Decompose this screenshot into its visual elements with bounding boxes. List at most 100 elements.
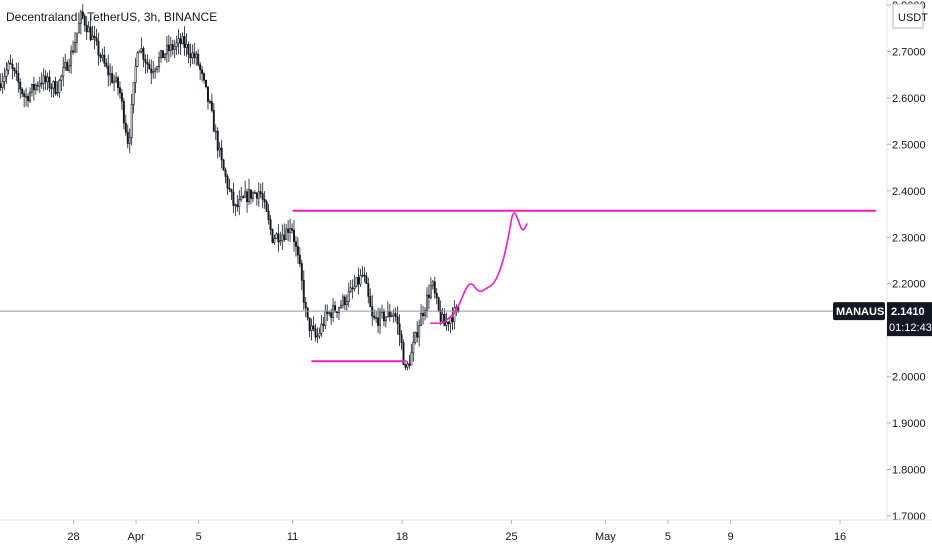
candle-body bbox=[216, 130, 219, 151]
candle-body bbox=[7, 62, 10, 71]
candle-body bbox=[66, 62, 69, 71]
candle-body bbox=[120, 92, 123, 102]
candle-body bbox=[72, 50, 75, 53]
candle-body bbox=[11, 63, 14, 69]
candle-body bbox=[265, 201, 268, 212]
candle-body bbox=[163, 53, 166, 59]
candle-body bbox=[289, 228, 292, 233]
candle-body bbox=[206, 86, 209, 102]
candle-body bbox=[154, 69, 157, 72]
time-axis[interactable]: 28 Apr 5 11 18 25 May 5 9 16 bbox=[0, 519, 932, 543]
price-axis[interactable]: 2.80002.70002.60002.50002.40002.30002.20… bbox=[886, 0, 926, 523]
candle-body bbox=[267, 210, 270, 220]
candle-body bbox=[224, 169, 227, 177]
candle-body bbox=[195, 53, 198, 59]
candle-body bbox=[9, 62, 12, 65]
candle-body bbox=[449, 317, 452, 325]
candle-body bbox=[279, 240, 282, 243]
candle-body bbox=[83, 15, 86, 26]
candle-body bbox=[255, 192, 258, 199]
candle-body bbox=[214, 130, 217, 133]
candle-body bbox=[97, 40, 100, 56]
candle-body bbox=[91, 35, 94, 41]
candle-body bbox=[287, 228, 290, 233]
candle-body bbox=[220, 147, 223, 161]
candle-body bbox=[169, 44, 172, 52]
candle-body bbox=[93, 35, 96, 38]
candle-body bbox=[193, 52, 196, 59]
drawings-layer[interactable] bbox=[292, 209, 877, 363]
candle-body bbox=[412, 342, 415, 354]
candle-body bbox=[251, 192, 254, 199]
bar-countdown-label: 01:12:43 bbox=[889, 322, 932, 334]
candle-body bbox=[0, 83, 2, 88]
candle-body bbox=[23, 93, 26, 97]
candle-body bbox=[269, 219, 272, 230]
time-tick-label: 9 bbox=[728, 531, 734, 543]
price-tick-label: 1.7000 bbox=[892, 511, 926, 523]
candle-body bbox=[40, 82, 43, 85]
time-tick-label: May bbox=[595, 531, 616, 543]
candle-body bbox=[42, 75, 45, 84]
candle-body bbox=[418, 325, 421, 338]
candle-body bbox=[70, 50, 73, 67]
candle-body bbox=[244, 191, 247, 198]
candle-body bbox=[89, 26, 92, 41]
candle-body bbox=[259, 191, 262, 194]
candle-body bbox=[148, 63, 151, 70]
candle-body bbox=[439, 309, 442, 322]
candle-body bbox=[246, 191, 249, 203]
projection-path[interactable] bbox=[442, 212, 528, 324]
candle-body bbox=[298, 254, 301, 264]
candle-body bbox=[101, 54, 104, 58]
candle-body bbox=[347, 291, 350, 302]
candle-body bbox=[62, 67, 65, 77]
candle-body bbox=[330, 312, 333, 318]
candle-body bbox=[427, 294, 430, 299]
candle-body bbox=[314, 328, 317, 338]
candle-body bbox=[140, 48, 143, 52]
candle-body bbox=[248, 189, 250, 203]
candle-body bbox=[283, 234, 286, 241]
candle-body bbox=[103, 54, 106, 64]
candle-body bbox=[81, 11, 84, 17]
candle-body bbox=[232, 191, 235, 206]
candle-body bbox=[199, 64, 202, 70]
candle-body bbox=[68, 65, 71, 71]
candle-body bbox=[146, 61, 149, 65]
candle-body bbox=[422, 313, 425, 317]
candle-body bbox=[226, 176, 229, 189]
candle-body bbox=[416, 332, 419, 338]
price-tick-label: 2.4000 bbox=[892, 186, 926, 198]
candle-body bbox=[160, 50, 163, 59]
candle-body bbox=[95, 37, 98, 42]
candle-body bbox=[398, 323, 401, 336]
candle-body bbox=[99, 54, 102, 58]
candle-body bbox=[171, 44, 174, 50]
candle-body bbox=[29, 91, 31, 102]
candle-body bbox=[3, 76, 6, 82]
candle-body bbox=[431, 281, 434, 286]
candle-body bbox=[263, 199, 266, 203]
candle-body bbox=[175, 42, 178, 47]
candle-body bbox=[36, 84, 39, 87]
candle-body bbox=[230, 189, 233, 193]
candle-body bbox=[212, 110, 215, 132]
last-price-label: 2.1410 bbox=[891, 306, 925, 318]
price-tick-label: 2.0000 bbox=[892, 372, 926, 384]
candle-body bbox=[306, 307, 309, 319]
candle-body bbox=[21, 88, 24, 95]
candle-body bbox=[19, 81, 22, 90]
candle-body bbox=[118, 87, 121, 94]
candle-body bbox=[191, 52, 194, 59]
candle-body bbox=[361, 274, 364, 277]
candle-body bbox=[359, 275, 362, 285]
candle-body bbox=[291, 228, 294, 231]
candle-body bbox=[433, 281, 436, 294]
candle-body bbox=[400, 334, 403, 344]
candle-body bbox=[453, 307, 456, 322]
candle-body bbox=[406, 363, 409, 368]
candle-body bbox=[404, 364, 407, 368]
candle-body bbox=[271, 229, 274, 243]
